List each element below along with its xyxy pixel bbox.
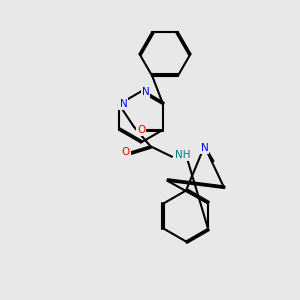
Text: O: O	[137, 125, 145, 135]
Text: NH: NH	[175, 150, 190, 160]
Text: O: O	[122, 147, 130, 157]
Text: N: N	[119, 99, 127, 109]
Text: N: N	[142, 86, 149, 97]
Text: N: N	[201, 142, 208, 153]
